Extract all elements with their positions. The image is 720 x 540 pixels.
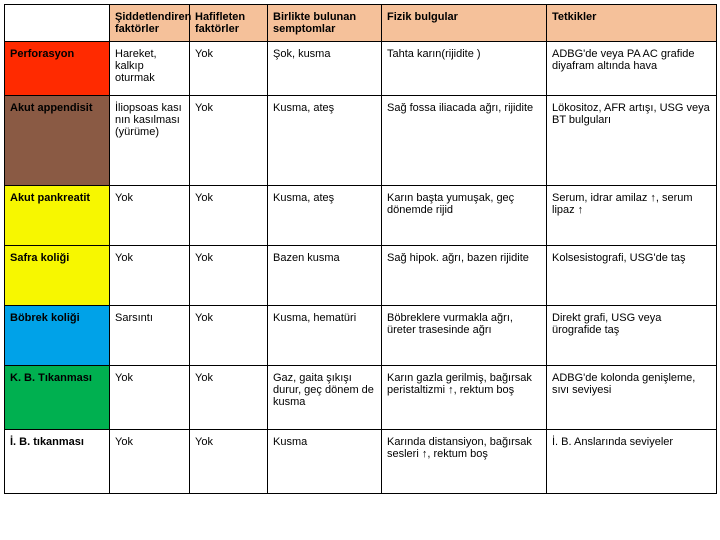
table-row: Akut appendisitİliopsoas kası nın kasılm…	[5, 96, 717, 186]
cell: Yok	[190, 96, 268, 186]
cell: Bazen kusma	[268, 246, 382, 306]
cell: Yok	[190, 246, 268, 306]
cell: Kusma	[268, 430, 382, 494]
cell: Serum, idrar amilaz ↑, serum lipaz ↑	[547, 186, 717, 246]
header-col-5: Tetkikler	[547, 5, 717, 42]
table-body: PerforasyonHareket, kalkıp oturmakYokŞok…	[5, 42, 717, 494]
cell: Sağ fossa iliacada ağrı, rijidite	[382, 96, 547, 186]
cell: ADBG'de kolonda genişleme, sıvı seviyesi	[547, 366, 717, 430]
cell: Karın başta yumuşak, geç dönemde rijid	[382, 186, 547, 246]
cell: Hareket, kalkıp oturmak	[110, 42, 190, 96]
row-label: İ. B. tıkanması	[5, 430, 110, 494]
table-header-row: Şiddetlendiren faktörlerHafifleten faktö…	[5, 5, 717, 42]
cell: Karın gazla gerilmiş, bağırsak peristalt…	[382, 366, 547, 430]
table-row: Böbrek koliğiSarsıntıYokKusma, hematüriB…	[5, 306, 717, 366]
row-label: Perforasyon	[5, 42, 110, 96]
header-empty	[5, 5, 110, 42]
cell: Direkt grafi, USG veya ürografide taş	[547, 306, 717, 366]
cell: Karında distansiyon, bağırsak sesleri ↑,…	[382, 430, 547, 494]
cell: İliopsoas kası nın kasılması (yürüme)	[110, 96, 190, 186]
cell: Yok	[110, 366, 190, 430]
header-col-1: Şiddetlendiren faktörler	[110, 5, 190, 42]
cell: Yok	[110, 186, 190, 246]
cell: Sarsıntı	[110, 306, 190, 366]
header-col-4: Fizik bulgular	[382, 5, 547, 42]
cell: Gaz, gaita şıkışı durur, geç dönem de ku…	[268, 366, 382, 430]
cell: Yok	[190, 430, 268, 494]
cell: Yok	[190, 42, 268, 96]
cell: Yok	[110, 246, 190, 306]
table-row: K. B. TıkanmasıYokYokGaz, gaita şıkışı d…	[5, 366, 717, 430]
cell: Böbreklere vurmakla ağrı, üreter trasesi…	[382, 306, 547, 366]
header-col-2: Hafifleten faktörler	[190, 5, 268, 42]
row-label: Akut appendisit	[5, 96, 110, 186]
cell: Kusma, ateş	[268, 96, 382, 186]
cell: Kusma, hematüri	[268, 306, 382, 366]
cell: Lökositoz, AFR artışı, USG veya BT bulgu…	[547, 96, 717, 186]
cell: Tahta karın(rijidite )	[382, 42, 547, 96]
cell: Kolsesistografi, USG'de taş	[547, 246, 717, 306]
cell: ADBG'de veya PA AC grafide diyafram altı…	[547, 42, 717, 96]
cell: Şok, kusma	[268, 42, 382, 96]
row-label: Safra koliği	[5, 246, 110, 306]
table-row: İ. B. tıkanmasıYokYokKusmaKarında distan…	[5, 430, 717, 494]
diagnosis-table: Şiddetlendiren faktörlerHafifleten faktö…	[4, 4, 717, 494]
row-label: Böbrek koliği	[5, 306, 110, 366]
row-label: Akut pankreatit	[5, 186, 110, 246]
cell: Sağ hipok. ağrı, bazen rijidite	[382, 246, 547, 306]
table-row: Safra koliğiYokYokBazen kusmaSağ hipok. …	[5, 246, 717, 306]
cell: Yok	[190, 306, 268, 366]
table-row: Akut pankreatitYokYokKusma, ateşKarın ba…	[5, 186, 717, 246]
cell: Kusma, ateş	[268, 186, 382, 246]
cell: Yok	[190, 186, 268, 246]
cell: Yok	[190, 366, 268, 430]
header-col-3: Birlikte bulunan semptomlar	[268, 5, 382, 42]
cell: İ. B. Anslarında seviyeler	[547, 430, 717, 494]
table-row: PerforasyonHareket, kalkıp oturmakYokŞok…	[5, 42, 717, 96]
cell: Yok	[110, 430, 190, 494]
row-label: K. B. Tıkanması	[5, 366, 110, 430]
